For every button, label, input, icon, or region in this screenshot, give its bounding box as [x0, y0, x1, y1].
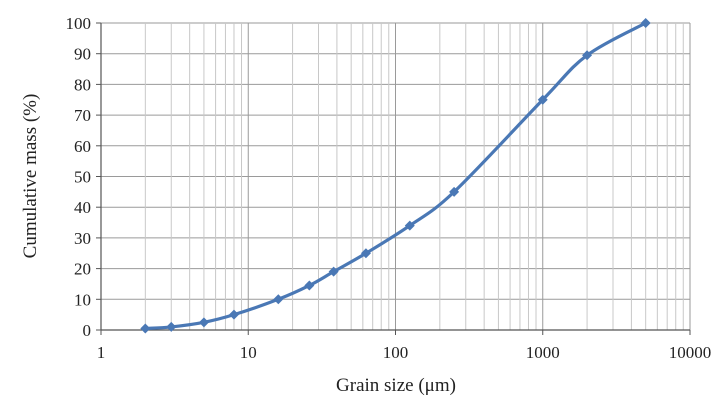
- data-point-marker: [228, 309, 239, 320]
- data-point-marker: [140, 323, 151, 334]
- data-point-marker: [198, 317, 209, 328]
- y-tick-label: 30: [74, 229, 91, 248]
- y-tick-label: 0: [83, 321, 92, 340]
- data-point-marker: [360, 248, 371, 259]
- x-tick-label: 100: [383, 343, 409, 362]
- x-tick-label: 1000: [526, 343, 560, 362]
- grid: [100, 22, 691, 331]
- y-tick-label: 40: [74, 198, 91, 217]
- axes: [96, 22, 691, 335]
- data-point-marker: [304, 280, 315, 291]
- data-point-marker: [640, 18, 651, 28]
- y-tick-label: 100: [66, 14, 92, 33]
- data-point-marker: [404, 220, 415, 231]
- x-axis-label: Grain size (μm): [336, 375, 456, 396]
- data-point-marker: [166, 321, 177, 332]
- data-point-marker: [537, 94, 548, 105]
- data-point-marker: [449, 186, 460, 197]
- y-tick-label: 10: [74, 290, 91, 309]
- x-tick-labels: 1 10 100 1000 10000: [97, 343, 712, 362]
- x-tick-label: 1: [97, 343, 106, 362]
- x-tick-label: 10000: [669, 343, 712, 362]
- y-tick-label: 70: [74, 106, 91, 125]
- data-point-marker: [328, 266, 339, 277]
- y-tick-labels: 0 10 20 30 40 50 60 70 80 90 100: [66, 14, 92, 340]
- y-tick-label: 90: [74, 45, 91, 64]
- y-axis-label: Cumulative mass (%): [20, 94, 41, 259]
- y-tick-label: 20: [74, 260, 91, 279]
- y-tick-label: 50: [74, 168, 91, 187]
- y-tick-label: 80: [74, 75, 91, 94]
- y-tick-label: 60: [74, 137, 91, 156]
- data-point-marker: [582, 50, 593, 61]
- x-tick-label: 10: [240, 343, 257, 362]
- series-group: [140, 18, 651, 334]
- data-point-marker: [273, 294, 284, 305]
